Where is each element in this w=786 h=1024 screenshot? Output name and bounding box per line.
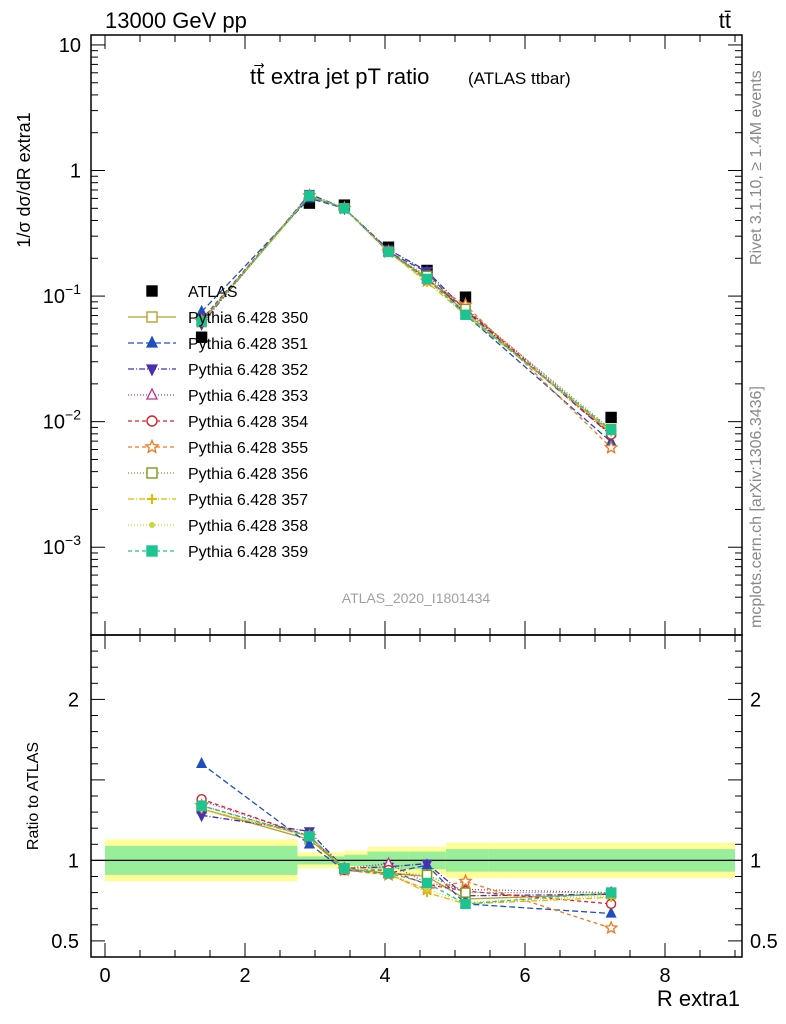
legend-marker: [146, 545, 158, 557]
ratio-xlabel: R extra1: [657, 986, 740, 1011]
legend-label: Pythia 6.428 350: [188, 310, 308, 327]
legend-marker: [145, 387, 159, 400]
legend-label: Pythia 6.428 354: [188, 414, 308, 431]
legend-marker: [145, 335, 159, 348]
data-point: [421, 273, 433, 285]
ratio-y-tick-label: 1: [68, 850, 79, 872]
ratio-point: [196, 800, 207, 811]
legend-item: Pythia 6.428 353: [128, 387, 308, 405]
legend-marker: [145, 364, 159, 377]
ratio-ylabel: Ratio to ATLAS: [25, 742, 42, 850]
ratio-axes: 0 2 4 6 8 0.5 0.5 1 1 2 2: [51, 621, 778, 987]
ratio-point: [196, 756, 208, 768]
process-label: tt̄: [719, 8, 731, 33]
x-tick-label: 6: [519, 965, 530, 987]
data-point: [195, 331, 208, 343]
ratio-y-tick-label-right: 1: [750, 850, 761, 872]
ratio-y-tick-label: 2: [68, 689, 79, 711]
ratio-point: [605, 906, 617, 918]
ratio-point: [460, 887, 471, 898]
ratio-y-tick-label: 0.5: [51, 931, 79, 953]
main-ylabel: 1/σ dσ/dR extra1: [14, 112, 34, 247]
data-point: [605, 424, 617, 436]
data-point: [383, 246, 394, 258]
y-tick-label: 1: [70, 161, 81, 183]
ratio-point: [603, 920, 619, 935]
analysis-label: ATLAS_2020_I1801434: [342, 590, 491, 606]
chart-title-note: (ATLAS ttbar): [468, 69, 571, 88]
legend-item: Pythia 6.428 351: [128, 335, 308, 353]
legend-label: Pythia 6.428 358: [188, 518, 308, 535]
ratio-bands: [91, 839, 742, 882]
ratio-series-line: [201, 763, 612, 915]
legend-marker: [146, 467, 158, 479]
ratio-point: [605, 887, 617, 898]
legend-item: Pythia 6.428 357: [128, 492, 308, 509]
ratio-point: [339, 863, 350, 874]
legend-item: Pythia 6.428 355: [128, 438, 308, 457]
legend-marker: [144, 438, 160, 454]
x-tick-label: 4: [379, 965, 390, 987]
legend-marker: [146, 285, 158, 297]
y-tick-label: 10: [59, 35, 81, 57]
legend-marker: [149, 522, 155, 528]
legend-marker: [146, 415, 158, 427]
data-point: [605, 411, 617, 424]
ratio-point: [458, 873, 473, 888]
legend-item: Pythia 6.428 356: [128, 466, 308, 483]
legend-marker: [146, 311, 158, 323]
legend-label: Pythia 6.428 353: [188, 388, 308, 405]
legend-label: ATLAS: [188, 284, 238, 301]
legend-marker: [147, 494, 157, 504]
ratio-point: [460, 898, 471, 910]
legend-item: ATLAS: [146, 284, 238, 301]
mcplots-label: mcplots.cern.ch [arXiv:1306.3436]: [748, 386, 765, 628]
ratio-point: [421, 877, 433, 889]
main-title: tt⃗ extra jet pT ratio (ATLAS ttbar): [250, 63, 571, 89]
energy-label: 13000 GeV pp: [105, 8, 247, 33]
legend-label: Pythia 6.428 356: [188, 466, 308, 483]
legend-item: Pythia 6.428 359: [128, 544, 308, 561]
legend-item: Pythia 6.428 354: [128, 414, 308, 431]
data-point: [196, 316, 207, 327]
ratio-frame: [90, 634, 743, 958]
ratio-point: [304, 831, 315, 842]
x-tick-label: 8: [659, 965, 670, 987]
main-panel: 10−3 10−2 10−1 1 10 tt⃗ extra jet pT ratio (…: [14, 34, 743, 636]
x-tick-label: 2: [239, 965, 250, 987]
y-tick-label: 10−1: [43, 281, 81, 308]
data-point: [304, 190, 315, 201]
main-axes: 10−3 10−2 10−1 1 10: [43, 35, 742, 636]
legend-label: Pythia 6.428 352: [188, 362, 308, 379]
legend-item: Pythia 6.428 350: [128, 310, 308, 327]
legend-label: Pythia 6.428 351: [188, 336, 308, 353]
ratio-y-tick-label-right: 2: [750, 689, 761, 711]
y-tick-label: 10−3: [43, 532, 81, 559]
ratio-point: [421, 859, 433, 871]
ratio-point: [383, 868, 394, 879]
series-10: [196, 190, 617, 436]
ratio-point: [303, 837, 315, 849]
legend-label: Pythia 6.428 355: [188, 440, 308, 457]
legend: ATLAS Pythia 6.428 350 Pythia 6.428 351 Pyt…: [128, 284, 308, 561]
legend-item: Pythia 6.428 352: [128, 362, 308, 379]
legend-item: Pythia 6.428 358: [128, 518, 308, 535]
data-point: [603, 440, 619, 454]
data-point: [460, 309, 471, 320]
legend-label: Pythia 6.428 357: [188, 492, 308, 509]
data-point: [339, 203, 350, 214]
ratio-panel: 0 2 4 6 8 0.5 0.5 1 1 2 2 Ratio to ATLAS R extra1: [25, 621, 778, 1011]
y-tick-label: 10−2: [43, 407, 81, 434]
ratio-series-9: [196, 800, 617, 910]
legend-label: Pythia 6.428 359: [188, 544, 308, 561]
chart-title: tt⃗ extra jet pT ratio: [250, 63, 429, 89]
rivet-label: Rivet 3.1.10, ≥ 1.4M events: [748, 70, 765, 265]
x-tick-label: 0: [99, 965, 110, 987]
ratio-y-tick-label-right: 0.5: [750, 931, 778, 953]
